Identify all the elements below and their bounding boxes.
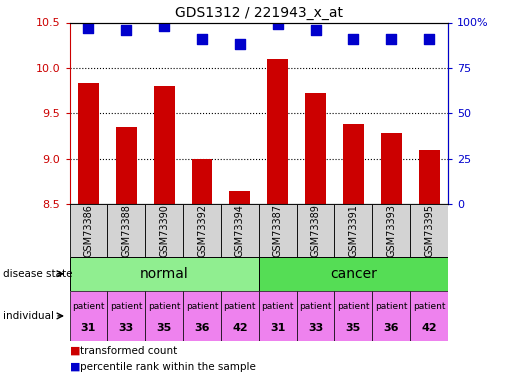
Bar (381, 134, 402, 204)
Text: GSM73390: GSM73390 (159, 204, 169, 257)
Text: 42: 42 (232, 322, 248, 333)
Text: normal: normal (140, 267, 188, 281)
Bar (70, 204, 107, 257)
Text: percentile rank within the sample: percentile rank within the sample (80, 362, 256, 372)
Text: cancer: cancer (330, 267, 377, 281)
Point (122, 27, 130, 33)
Bar (343, 124, 364, 204)
Bar (335, 204, 372, 257)
Point (236, 41, 244, 47)
Bar (297, 204, 335, 257)
Text: GSM73389: GSM73389 (311, 204, 320, 257)
Bar (259, 257, 448, 291)
Text: 33: 33 (308, 322, 323, 333)
Bar (116, 127, 136, 204)
Point (84, 25, 93, 31)
Title: GDS1312 / 221943_x_at: GDS1312 / 221943_x_at (175, 6, 343, 20)
Point (273, 21, 282, 27)
Bar (267, 59, 288, 204)
Text: 36: 36 (384, 322, 399, 333)
Bar (305, 93, 326, 204)
Bar (154, 86, 175, 204)
Bar (419, 150, 439, 204)
Text: GSM73386: GSM73386 (83, 204, 93, 257)
Text: ■: ■ (70, 362, 80, 372)
Point (312, 27, 320, 33)
Text: patient: patient (224, 302, 256, 311)
Text: 31: 31 (81, 322, 96, 333)
Bar (70, 257, 259, 291)
Text: 42: 42 (421, 322, 437, 333)
Bar (192, 159, 212, 204)
Text: patient: patient (299, 302, 332, 311)
Bar (221, 291, 259, 341)
Text: patient: patient (110, 302, 143, 311)
Text: patient: patient (413, 302, 445, 311)
Text: GSM73391: GSM73391 (349, 204, 358, 257)
Bar (297, 291, 335, 341)
Text: 35: 35 (346, 322, 361, 333)
Text: 35: 35 (157, 322, 172, 333)
Bar (183, 204, 221, 257)
Bar (107, 291, 145, 341)
Text: patient: patient (262, 302, 294, 311)
Text: ■: ■ (70, 346, 80, 355)
Bar (107, 204, 145, 257)
Text: 31: 31 (270, 322, 285, 333)
Text: GSM73388: GSM73388 (122, 204, 131, 257)
Text: patient: patient (72, 302, 105, 311)
Bar (259, 291, 297, 341)
Bar (410, 204, 448, 257)
Text: transformed count: transformed count (80, 346, 177, 355)
Bar (78, 83, 99, 204)
Text: patient: patient (148, 302, 180, 311)
Point (387, 36, 396, 42)
Text: GSM73395: GSM73395 (424, 204, 434, 257)
Point (198, 36, 206, 42)
Bar (70, 291, 107, 341)
Bar (145, 204, 183, 257)
Bar (145, 291, 183, 341)
Point (160, 23, 168, 29)
Bar (372, 291, 410, 341)
Text: patient: patient (186, 302, 218, 311)
Text: GSM73387: GSM73387 (273, 204, 283, 257)
Bar (221, 204, 259, 257)
Bar (372, 204, 410, 257)
Text: patient: patient (375, 302, 407, 311)
Text: GSM73394: GSM73394 (235, 204, 245, 257)
Bar (259, 204, 297, 257)
Point (425, 36, 433, 42)
Point (349, 36, 357, 42)
Text: disease state: disease state (3, 269, 72, 279)
Bar (410, 291, 448, 341)
Text: GSM73393: GSM73393 (386, 204, 396, 257)
Text: individual: individual (3, 311, 54, 321)
Bar (183, 291, 221, 341)
Text: 33: 33 (118, 322, 134, 333)
Text: GSM73392: GSM73392 (197, 204, 207, 257)
Text: 36: 36 (194, 322, 210, 333)
Text: patient: patient (337, 302, 370, 311)
Bar (230, 191, 250, 204)
Bar (335, 291, 372, 341)
